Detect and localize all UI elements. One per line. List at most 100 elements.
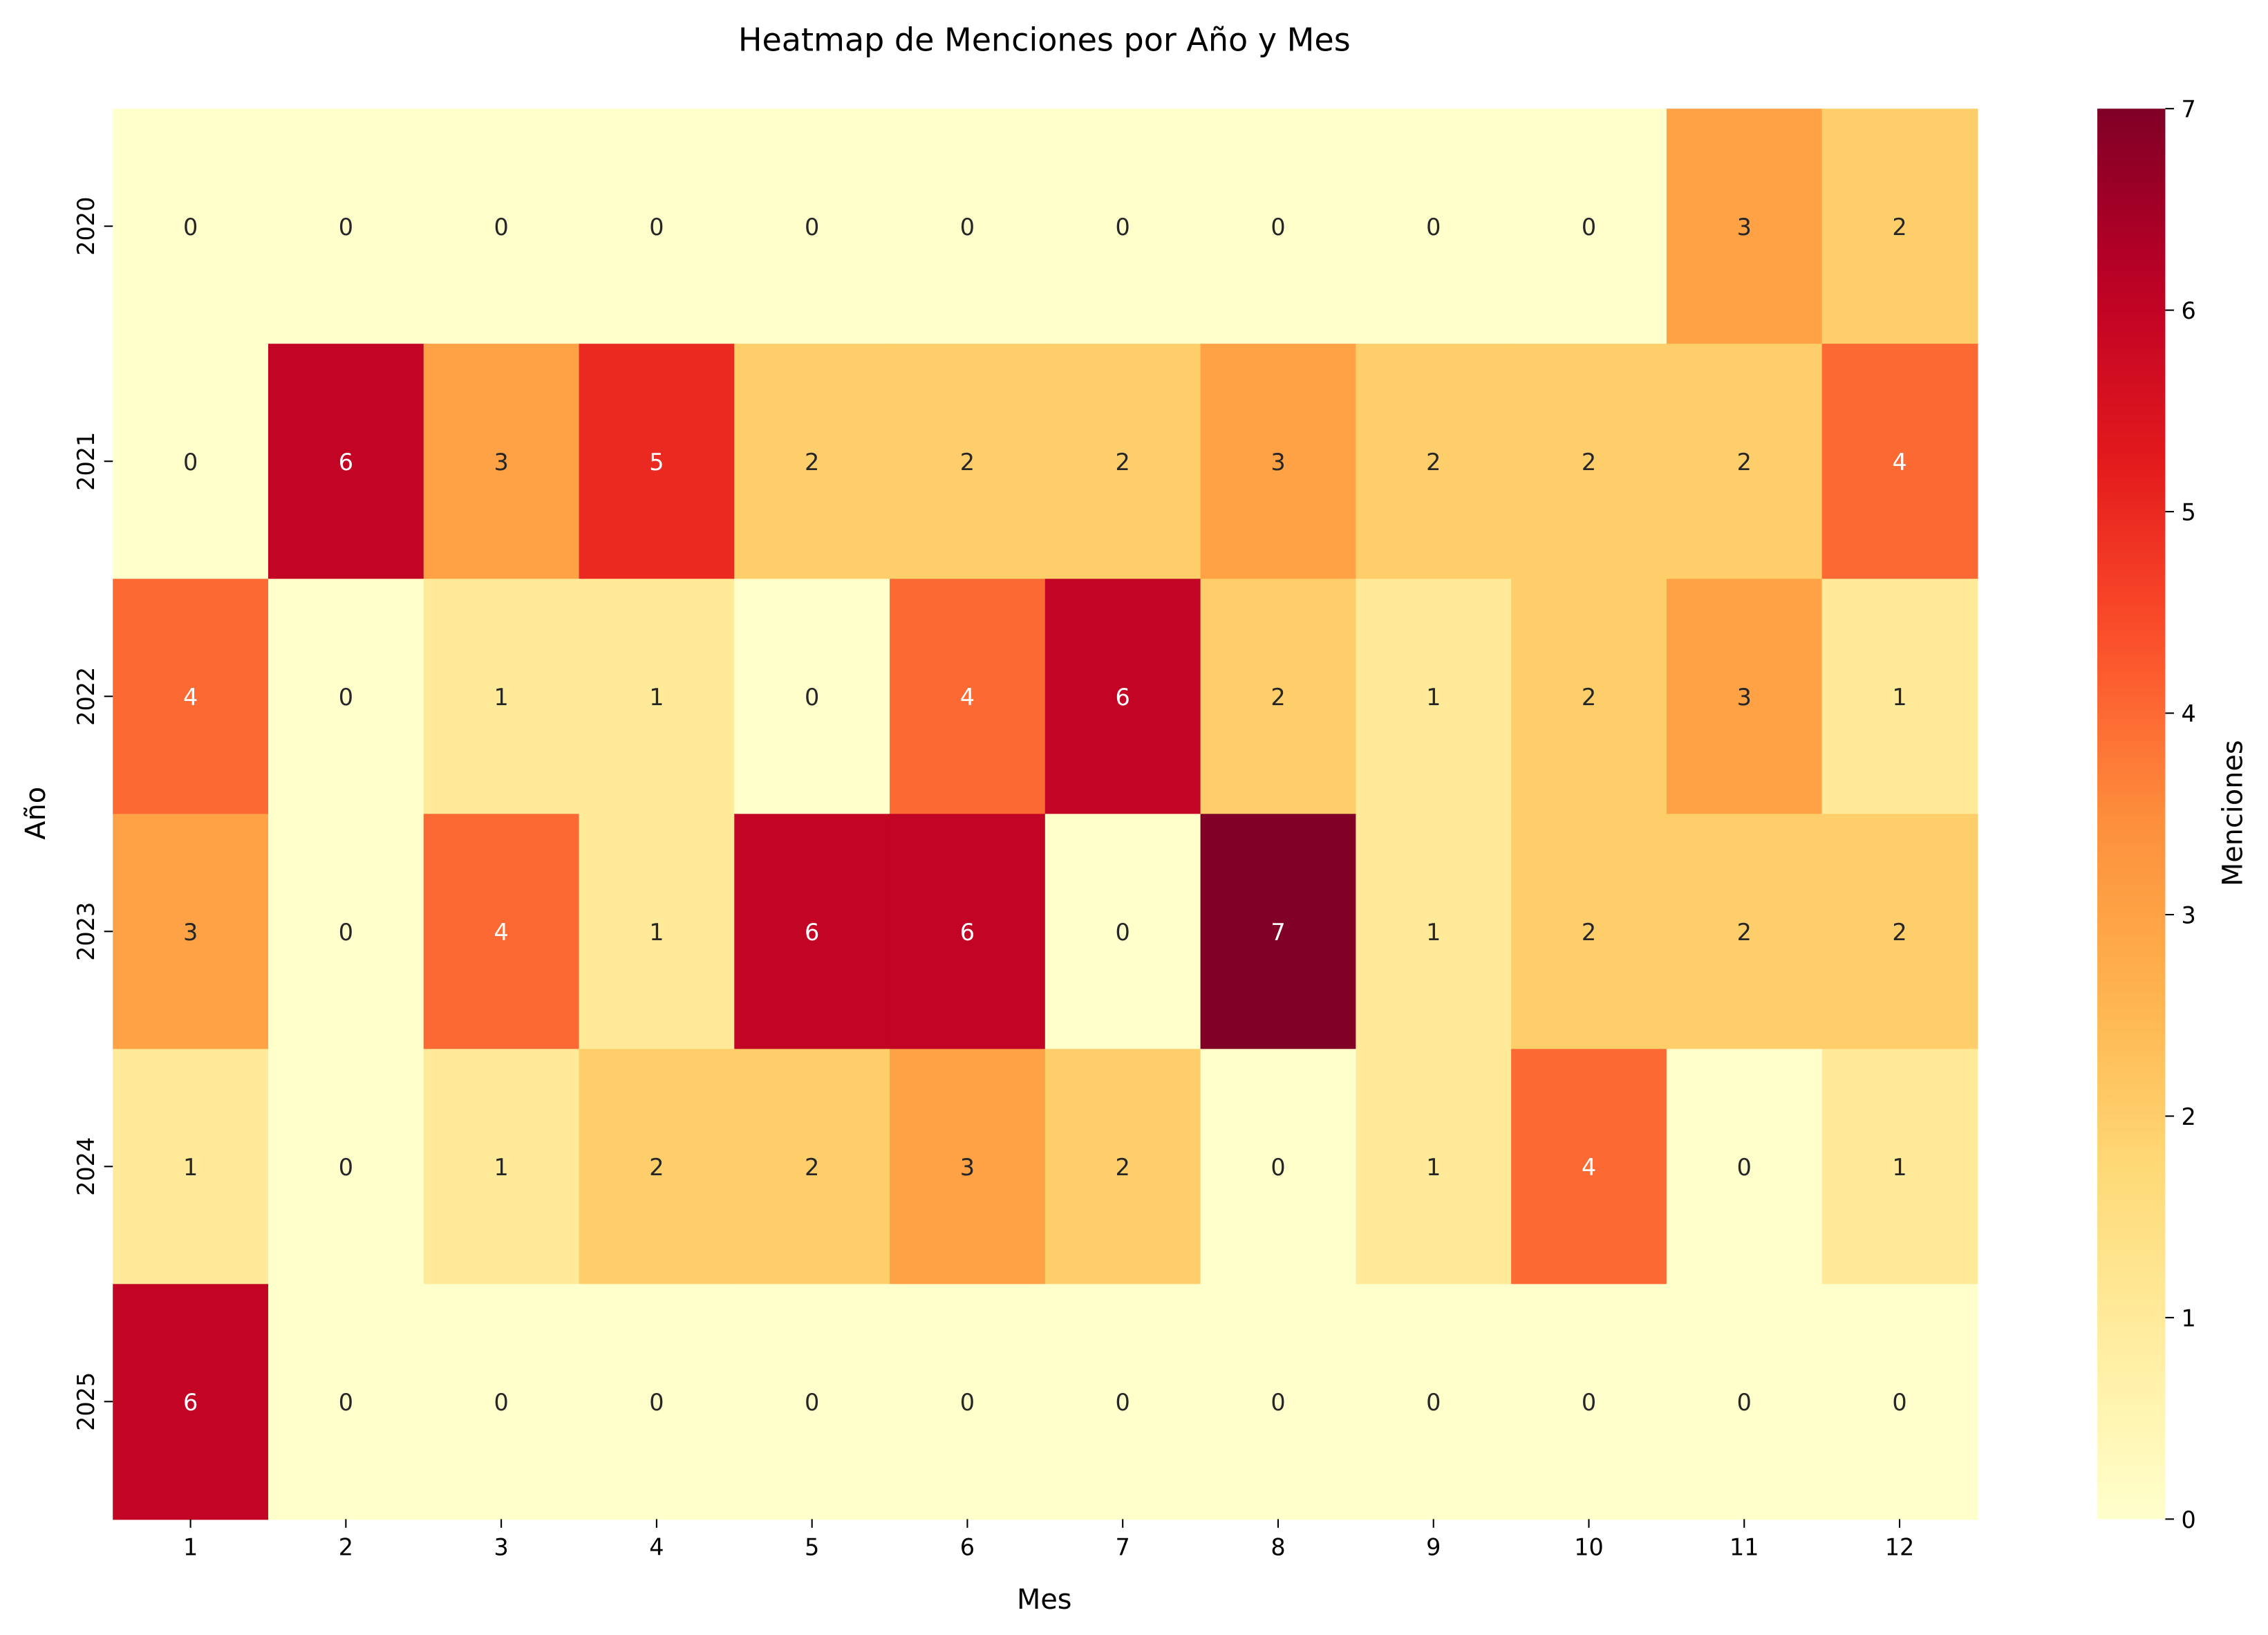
cell-label: 0 bbox=[494, 1389, 508, 1416]
heatmap-cell bbox=[1821, 814, 1978, 1050]
heatmap-cell bbox=[890, 579, 1046, 815]
cell-label: 0 bbox=[1426, 214, 1441, 241]
cell-label: 1 bbox=[1426, 919, 1441, 946]
heatmap-cell bbox=[1044, 814, 1201, 1050]
cell-label: 0 bbox=[339, 1154, 353, 1181]
cell-label: 3 bbox=[1737, 214, 1752, 241]
heatmap-cell bbox=[579, 579, 735, 815]
cell-label: 4 bbox=[960, 684, 975, 711]
heatmap-cell bbox=[1511, 344, 1667, 580]
cell-label: 0 bbox=[649, 214, 664, 241]
cell-label: 1 bbox=[494, 684, 508, 711]
heatmap-cell bbox=[1511, 1049, 1667, 1285]
cell-label: 2 bbox=[1116, 449, 1130, 476]
cell-label: 0 bbox=[339, 919, 353, 946]
cell-label: 6 bbox=[1116, 684, 1130, 711]
cell-label: 0 bbox=[183, 449, 198, 476]
heatmap-cell bbox=[890, 109, 1046, 345]
colorbar-tick-label: 3 bbox=[2181, 902, 2195, 929]
x-tick-label: 11 bbox=[1730, 1534, 1759, 1561]
cell-label: 1 bbox=[1892, 1154, 1906, 1181]
cell-label: 2 bbox=[1582, 449, 1596, 476]
heatmap-cells: 0 0 0 0 0 0 0 0 0 0 3 2 0 6 3 5 2 2 2 3 2 2 2 4 4 0 1 1 0 4 6 2 1 2 3 1 3 0 4 1… bbox=[113, 109, 1978, 1520]
cell-label: 3 bbox=[183, 919, 198, 946]
heatmap-cell bbox=[1200, 814, 1357, 1050]
cell-label: 2 bbox=[1582, 919, 1596, 946]
cell-label: 1 bbox=[494, 1154, 508, 1181]
heatmap-cell bbox=[1356, 1049, 1512, 1285]
x-axis: 1 2 3 4 5 6 7 8 9 10 11 12 bbox=[183, 1519, 1914, 1561]
cell-label: 1 bbox=[1892, 684, 1906, 711]
heatmap-cell bbox=[1200, 1284, 1357, 1520]
cell-label: 6 bbox=[339, 449, 353, 476]
heatmap-cell bbox=[268, 814, 424, 1050]
colorbar-tick-label: 1 bbox=[2181, 1305, 2195, 1332]
x-tick-label: 2 bbox=[339, 1534, 353, 1561]
heatmap-cell bbox=[1044, 579, 1201, 815]
x-tick-label: 3 bbox=[494, 1534, 508, 1561]
heatmap-cell bbox=[579, 814, 735, 1050]
x-tick-label: 9 bbox=[1426, 1534, 1441, 1561]
cell-label: 0 bbox=[960, 214, 975, 241]
heatmap-cell bbox=[268, 1049, 424, 1285]
heatmap-cell bbox=[423, 109, 580, 345]
colorbar-tick-label: 0 bbox=[2181, 1506, 2195, 1533]
cell-label: 4 bbox=[183, 684, 198, 711]
colorbar-tick-label: 7 bbox=[2181, 96, 2195, 123]
cell-label: 0 bbox=[1737, 1389, 1752, 1416]
chart-title: Heatmap de Menciones por Año y Mes bbox=[738, 21, 1351, 58]
cell-label: 3 bbox=[960, 1154, 975, 1181]
heatmap-cell bbox=[1821, 579, 1978, 815]
y-axis: 2020 2021 2022 2023 2024 2025 bbox=[73, 197, 113, 1431]
x-tick-label: 10 bbox=[1574, 1534, 1604, 1561]
heatmap-cell bbox=[268, 579, 424, 815]
x-tick-label: 7 bbox=[1116, 1534, 1130, 1561]
cell-label: 1 bbox=[183, 1154, 198, 1181]
cell-label: 0 bbox=[339, 1389, 353, 1416]
cell-label: 3 bbox=[1271, 449, 1285, 476]
x-tick-label: 1 bbox=[183, 1534, 198, 1561]
heatmap-cell bbox=[579, 109, 735, 345]
heatmap-cell bbox=[1821, 1284, 1978, 1520]
cell-label: 0 bbox=[339, 684, 353, 711]
x-tick-label: 6 bbox=[960, 1534, 975, 1561]
heatmap-cell bbox=[579, 1049, 735, 1285]
heatmap-cell bbox=[1044, 1049, 1201, 1285]
cell-label: 6 bbox=[960, 919, 975, 946]
cell-label: 0 bbox=[339, 214, 353, 241]
cell-label: 0 bbox=[1737, 1154, 1752, 1181]
colorbar-tick-label: 6 bbox=[2181, 297, 2195, 324]
cell-label: 2 bbox=[1892, 919, 1906, 946]
cell-label: 2 bbox=[1737, 919, 1752, 946]
cell-label: 0 bbox=[1116, 1389, 1130, 1416]
cell-label: 6 bbox=[183, 1389, 198, 1416]
heatmap-cell bbox=[579, 1284, 735, 1520]
cell-label: 0 bbox=[494, 214, 508, 241]
heatmap-cell bbox=[1666, 344, 1823, 580]
cell-label: 2 bbox=[649, 1154, 664, 1181]
heatmap-cell bbox=[113, 1284, 270, 1520]
heatmap-cell bbox=[734, 109, 891, 345]
cell-label: 0 bbox=[1582, 214, 1596, 241]
heatmap-cell bbox=[1666, 1049, 1823, 1285]
cell-label: 3 bbox=[1737, 684, 1752, 711]
heatmap-cell bbox=[579, 344, 735, 580]
heatmap-cell bbox=[1200, 344, 1357, 580]
cell-label: 0 bbox=[1271, 1154, 1285, 1181]
colorbar-tick-label: 2 bbox=[2181, 1103, 2195, 1130]
cell-label: 4 bbox=[494, 919, 508, 946]
cell-label: 2 bbox=[1116, 1154, 1130, 1181]
heatmap-cell bbox=[1821, 344, 1978, 580]
cell-label: 2 bbox=[805, 449, 819, 476]
heatmap-cell bbox=[734, 579, 891, 815]
heatmap-cell bbox=[423, 814, 580, 1050]
y-tick-label: 2022 bbox=[73, 667, 100, 726]
heatmap-cell bbox=[268, 344, 424, 580]
heatmap-cell bbox=[423, 1284, 580, 1520]
heatmap-cell bbox=[734, 1284, 891, 1520]
heatmap-cell bbox=[1356, 344, 1512, 580]
x-tick-label: 8 bbox=[1271, 1534, 1285, 1561]
heatmap-cell bbox=[1666, 579, 1823, 815]
cell-label: 0 bbox=[1116, 919, 1130, 946]
heatmap-cell bbox=[113, 1049, 270, 1285]
